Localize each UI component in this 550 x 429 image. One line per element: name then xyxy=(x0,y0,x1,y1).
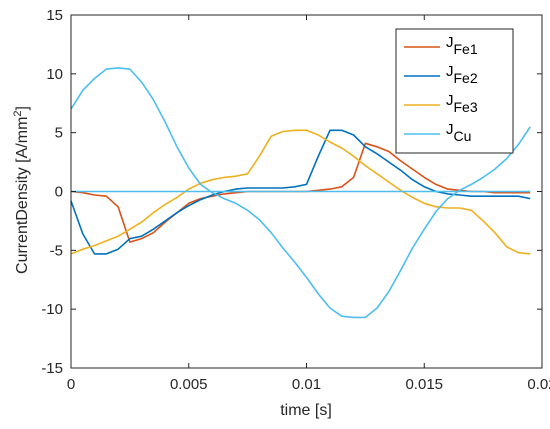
series-layer xyxy=(70,67,531,319)
x-tick-label: 0.02 xyxy=(527,376,550,393)
y-tick-label: 0 xyxy=(55,184,63,201)
x-tick-label: 0.005 xyxy=(170,376,208,393)
y-tick-label: -15 xyxy=(41,360,63,377)
y-axis-label-end: ] xyxy=(14,106,31,110)
y-tick-label: 5 xyxy=(55,125,63,142)
y-tick-label: -5 xyxy=(50,242,63,259)
axes xyxy=(70,14,543,369)
x-tick-label: 0 xyxy=(67,376,75,393)
legend-entry-cu: JCu xyxy=(446,121,471,144)
series-line-cu xyxy=(70,67,531,319)
x-tick-label: 0.015 xyxy=(405,376,443,393)
legend-entry-fe3: JFe3 xyxy=(446,92,478,115)
tick-labels: 0 0.005 0.01 0.015 0.02 -15 -10 -5 0 5 10 15 xyxy=(41,7,550,393)
y-axis-label-superscript: 2 xyxy=(12,110,24,116)
y-axis-label-main: CurrentDensity [A/mm xyxy=(14,117,31,274)
y-tick-label: 15 xyxy=(46,7,63,24)
x-tick-label: 0.01 xyxy=(292,376,321,393)
x-axis-label: time [s] xyxy=(280,402,332,419)
y-axis-label: CurrentDensity [A/mm2] xyxy=(12,106,31,274)
legend: JFe1 JFe2 JFe3 JCu xyxy=(395,28,514,154)
series-line-fe3 xyxy=(70,129,531,255)
legend-entry-fe2: JFe2 xyxy=(446,63,478,86)
legend-entry-fe1: JFe1 xyxy=(446,34,478,57)
y-tick-label: -10 xyxy=(41,301,63,318)
y-tick-label: 10 xyxy=(46,66,63,83)
legend-box xyxy=(395,28,514,154)
